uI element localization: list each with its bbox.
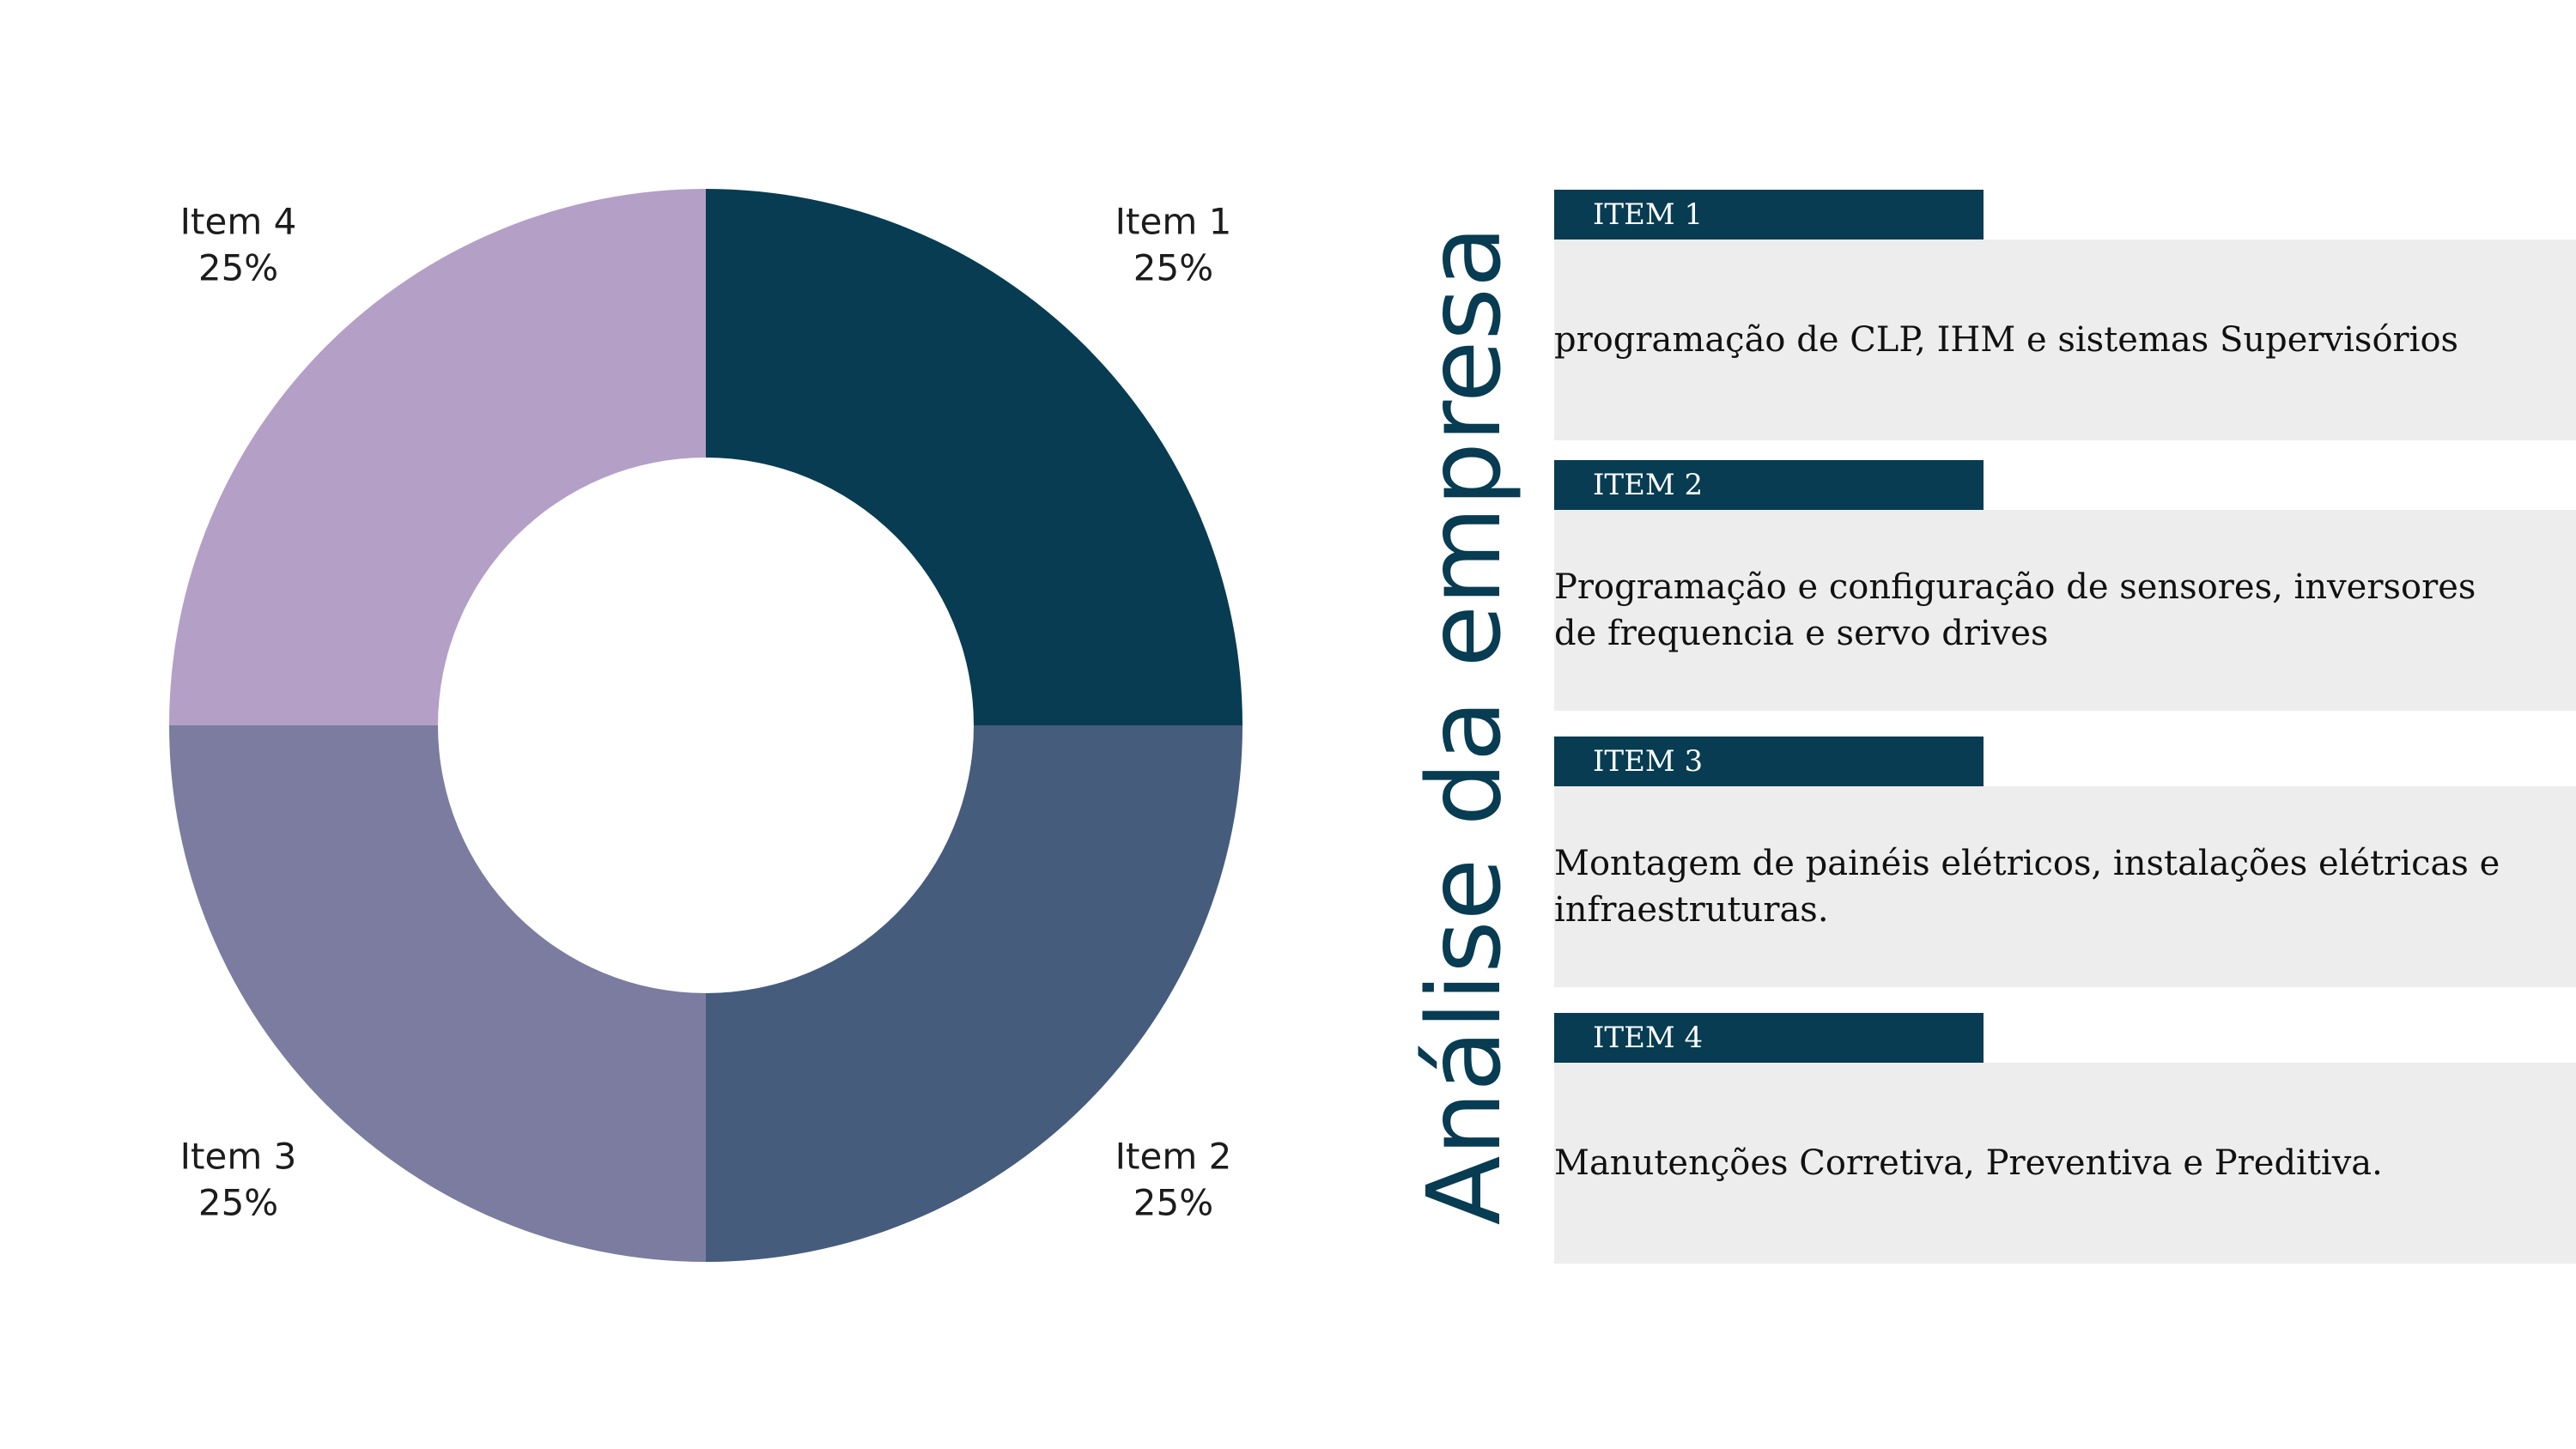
donut-slice-4 [169, 189, 706, 725]
slice-category-label: Item 4 [180, 201, 297, 243]
item-body: Montagem de painéis elétricos, instalaçõ… [1554, 786, 2576, 987]
item-header: ITEM 2 [1554, 460, 1984, 510]
item-card-2: ITEM 2 Programação e configuração de sen… [1554, 460, 2576, 711]
slice-category-label: Item 3 [180, 1135, 297, 1177]
item-body: programação de CLP, IHM e sistemas Super… [1554, 239, 2576, 440]
slice-category-label: Item 1 [1115, 201, 1232, 243]
donut-slice-3 [169, 725, 706, 1262]
item-text: Montagem de painéis elétricos, instalaçõ… [1554, 844, 2500, 930]
donut-chart: Item 125%Item 225%Item 325%Item 425% [169, 189, 1242, 1262]
item-text: Manutenções Corretiva, Preventiva e Pred… [1554, 1143, 2383, 1183]
item-text: programação de CLP, IHM e sistemas Super… [1554, 320, 2459, 360]
slice-category-label: Item 2 [1115, 1135, 1232, 1177]
item-card-4: ITEM 4 Manutenções Corretiva, Preventiva… [1554, 1013, 2576, 1264]
donut-slice-2 [706, 725, 1242, 1262]
slice-value-label: 25% [1133, 1181, 1213, 1223]
slice-value-label: 25% [198, 247, 278, 289]
slice-value-label: 25% [1133, 247, 1213, 289]
item-card-3: ITEM 3 Montagem de painéis elétricos, in… [1554, 737, 2576, 987]
item-header: ITEM 3 [1554, 737, 1984, 786]
donut-slice-1 [706, 189, 1242, 725]
item-card-1: ITEM 1 programação de CLP, IHM e sistema… [1554, 190, 2576, 440]
donut-labels: Item 125%Item 225%Item 325%Item 425% [180, 201, 1232, 1224]
donut-slices [169, 189, 1242, 1262]
page-title: Análise da empresa [1405, 225, 1523, 1226]
item-header: ITEM 1 [1554, 190, 1984, 239]
slice-value-label: 25% [198, 1181, 278, 1223]
item-body: Manutenções Corretiva, Preventiva e Pred… [1554, 1063, 2576, 1264]
item-body: Programação e configuração de sensores, … [1554, 510, 2576, 711]
item-text: Programação e configuração de sensores, … [1554, 567, 2476, 653]
item-header: ITEM 4 [1554, 1013, 1984, 1063]
